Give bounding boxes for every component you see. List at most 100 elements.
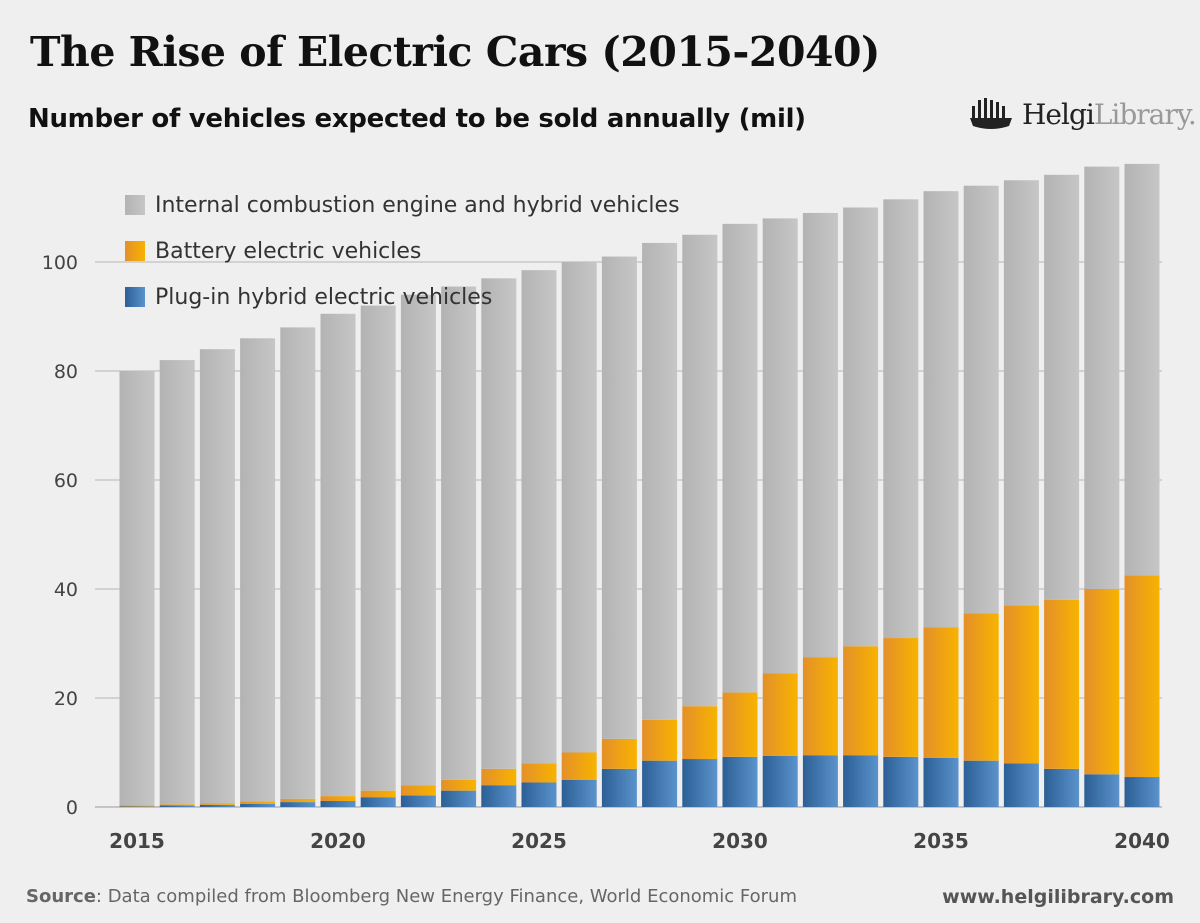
bar-segment-ice xyxy=(1003,180,1039,606)
bar-segment-phev xyxy=(1084,774,1120,807)
legend-label: Battery electric vehicles xyxy=(155,238,422,264)
bar-segment-phev xyxy=(400,795,436,807)
page-title: The Rise of Electric Cars (2015-2040) xyxy=(30,28,880,76)
bar-segment-bev xyxy=(883,638,919,757)
legend-item-bev: Battery electric vehicles xyxy=(125,228,680,274)
legend-item-ice: Internal combustion engine and hybrid ve… xyxy=(125,182,680,228)
bar-segment-bev xyxy=(320,796,356,802)
bar-segment-phev xyxy=(240,803,276,807)
bar-segment-bev xyxy=(481,768,517,786)
bar-segment-ice xyxy=(199,349,235,804)
bar-segment-bev xyxy=(923,627,959,758)
bar-segment-phev xyxy=(642,760,678,807)
legend-label: Plug-in hybrid electric vehicles xyxy=(155,284,493,310)
source-note: Source: Data compiled from Bloomberg New… xyxy=(26,886,797,907)
x-tick-label: 2020 xyxy=(310,829,366,853)
bar-segment-ice xyxy=(923,191,959,628)
bar-segment-phev xyxy=(963,760,999,807)
bar-segment-ice xyxy=(561,262,597,753)
x-tick-label: 2015 xyxy=(109,829,165,853)
bar-segment-ice xyxy=(883,199,919,639)
bar-segment-phev xyxy=(320,801,356,807)
library-building-icon xyxy=(970,98,1012,129)
bar-segment-phev xyxy=(159,805,195,807)
bar-segment-bev xyxy=(360,790,396,798)
y-tick-label: 100 xyxy=(42,252,78,274)
x-tick-label: 2040 xyxy=(1114,829,1170,853)
logo-text-light: Library. xyxy=(1093,97,1197,131)
bar-segment-bev xyxy=(521,763,557,783)
bar-segment-ice xyxy=(521,270,557,764)
bar-segment-phev xyxy=(561,779,597,807)
bar-segment-phev xyxy=(802,755,838,807)
bar-segment-bev xyxy=(963,613,999,761)
source-text: : Data compiled from Bloomberg New Energ… xyxy=(95,886,797,907)
legend-swatch xyxy=(125,195,145,215)
bar-segment-phev xyxy=(843,755,879,807)
bar-segment-ice xyxy=(320,313,356,797)
bar-segment-phev xyxy=(441,790,477,807)
legend-item-phev: Plug-in hybrid electric vehicles xyxy=(125,274,680,320)
bar-segment-phev xyxy=(199,804,235,807)
bar-segment-phev xyxy=(360,797,396,807)
helgi-library-logo: Helgi Library. xyxy=(968,96,1197,132)
bar-segment-phev xyxy=(1124,777,1160,807)
x-tick-label: 2035 xyxy=(913,829,969,853)
bar-segment-bev xyxy=(1084,589,1120,775)
x-tick-label: 2025 xyxy=(511,829,567,853)
bar-segment-phev xyxy=(682,759,718,807)
bar-segment-ice xyxy=(843,207,879,647)
bar-segment-ice xyxy=(1124,163,1160,576)
x-tick-label: 2030 xyxy=(712,829,768,853)
bar-segment-ice xyxy=(360,305,396,791)
bar-segment-bev xyxy=(843,646,879,756)
bar-segment-phev xyxy=(1044,768,1080,807)
bar-segment-bev xyxy=(642,719,678,761)
website-link[interactable]: www.helgilibrary.com xyxy=(942,886,1174,908)
bar-segment-ice xyxy=(159,360,195,805)
bar-segment-phev xyxy=(722,756,758,807)
bar-segment-ice xyxy=(1044,174,1080,600)
bar-segment-ice xyxy=(642,242,678,720)
bar-segment-phev xyxy=(1003,763,1039,807)
bar-segment-bev xyxy=(682,706,718,760)
bar-segment-ice xyxy=(682,234,718,707)
bar-segment-ice xyxy=(762,218,798,674)
bar-segment-bev xyxy=(199,803,235,805)
bar-segment-phev xyxy=(280,802,316,807)
source-label: Source xyxy=(26,886,96,907)
bar-segment-ice xyxy=(240,338,276,802)
bar-segment-bev xyxy=(119,805,155,807)
y-tick-label: 40 xyxy=(54,579,78,601)
y-tick-label: 20 xyxy=(54,688,78,710)
bar-segment-phev xyxy=(601,768,637,807)
bar-segment-phev xyxy=(119,806,155,807)
logo-text-bold: Helgi xyxy=(1022,97,1095,131)
bar-segment-bev xyxy=(722,692,758,757)
y-tick-label: 80 xyxy=(54,361,78,383)
bar-segment-bev xyxy=(441,779,477,791)
bar-segment-bev xyxy=(1044,599,1080,769)
bar-segment-ice xyxy=(119,371,155,806)
bar-segment-bev xyxy=(280,798,316,803)
bar-segment-bev xyxy=(601,738,637,769)
bar-segment-bev xyxy=(159,804,195,806)
bar-segment-bev xyxy=(240,801,276,804)
chart-subtitle: Number of vehicles expected to be sold a… xyxy=(28,104,806,134)
bar-segment-ice xyxy=(280,327,316,799)
bar-segment-bev xyxy=(1003,605,1039,764)
bar-segment-ice xyxy=(963,185,999,614)
legend-label: Internal combustion engine and hybrid ve… xyxy=(155,192,680,218)
bar-segment-ice xyxy=(1084,166,1120,589)
bar-segment-bev xyxy=(1124,575,1160,778)
bar-segment-phev xyxy=(521,782,557,807)
bar-segment-phev xyxy=(762,755,798,807)
y-tick-label: 0 xyxy=(66,797,78,819)
bar-segment-phev xyxy=(883,756,919,807)
bar-segment-bev xyxy=(762,673,798,756)
bar-segment-ice xyxy=(601,256,637,739)
bar-segment-ice xyxy=(481,278,517,769)
bar-segment-phev xyxy=(923,757,959,807)
bar-segment-ice xyxy=(802,212,838,658)
bar-segment-ice xyxy=(441,286,477,780)
